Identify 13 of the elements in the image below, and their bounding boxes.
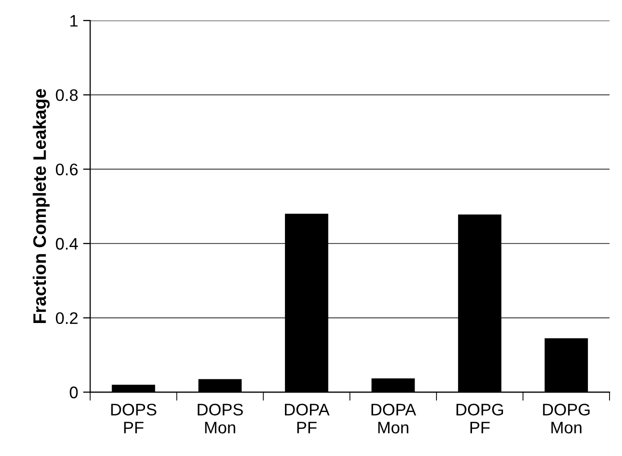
x-tick-label: DOPS Mon <box>198 404 243 434</box>
y-tick-label: 1 <box>70 15 78 27</box>
x-tick-label: DOPG PF <box>456 404 504 434</box>
y-tick-label: 0.2 <box>56 312 78 324</box>
y-axis-title: Fraction Complete Leakage <box>32 89 50 324</box>
y-tick-label: 0.6 <box>56 164 78 176</box>
x-tick-label: DOPA PF <box>284 404 330 434</box>
x-tick-label: DOPA Mon <box>372 404 416 434</box>
x-tick-label: DOPS PF <box>111 404 156 434</box>
y-tick-label: 0 <box>70 386 78 398</box>
y-tick-label: 0.8 <box>56 89 78 102</box>
x-tick-label: DOPG Mon <box>543 404 590 434</box>
y-tick-label: 0.4 <box>56 238 78 250</box>
